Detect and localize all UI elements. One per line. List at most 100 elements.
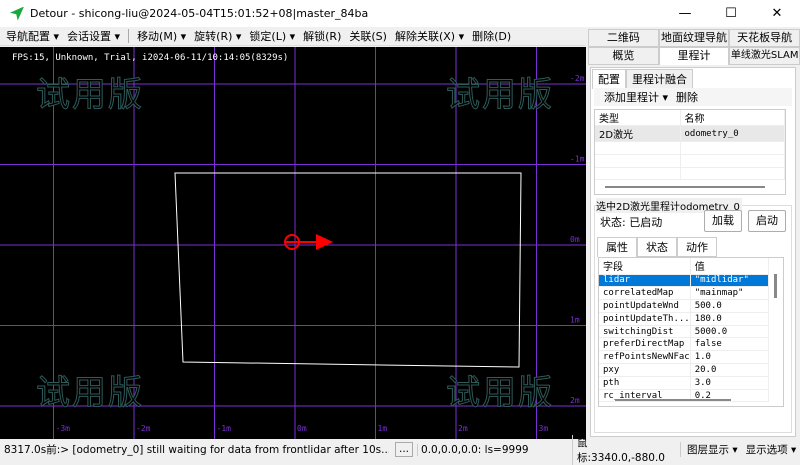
title-bar: Detour - shicong-liu@2024-05-04T15:01:52…	[0, 0, 800, 27]
col-type: 类型	[595, 110, 681, 126]
property-row[interactable]: switchingDist 5000.0	[599, 325, 770, 339]
layer-display-dropdown[interactable]: 图层显示 ▾	[680, 442, 738, 457]
y-tick-label: 1m	[570, 316, 580, 325]
menu-associate[interactable]: 关联(S)	[349, 30, 387, 43]
subtab-odom-fusion[interactable]: 里程计融合	[626, 69, 693, 89]
odometry-status: 状态: 已启动	[600, 216, 663, 229]
property-row[interactable]: pointUpdateWnd 500.0	[599, 299, 770, 313]
maximize-button[interactable]: ☐	[725, 6, 737, 21]
map-grid: -3m -2m -1m 0m 1m 2m 3m 2m 1m 0m -1m -2m	[0, 47, 586, 439]
properties-table: 字段值 lidar "midlidar" correlatedMap "mainmap…	[598, 257, 784, 407]
status-message: 8317.0s前:> [odometry_0] still waiting fo…	[4, 444, 389, 456]
tab-single-laser-slam[interactable]: 单线激光SLAM	[729, 47, 800, 65]
status-bar: 8317.0s前:> [odometry_0] still waiting fo…	[0, 434, 800, 465]
menu-unlock[interactable]: 解锁(R)	[303, 30, 342, 43]
property-row[interactable]: correlatedMap "mainmap"	[599, 286, 770, 301]
watermark: 试用版	[446, 373, 554, 414]
y-tick-label: -2m	[570, 74, 585, 83]
tab-ceiling-nav[interactable]: 天花板导航	[729, 29, 800, 47]
delete-odometry-button[interactable]: 删除	[676, 91, 699, 104]
display-options-dropdown[interactable]: 显示选项 ▾	[745, 444, 797, 456]
menu-disassociate[interactable]: 解除关联(X) ▾	[394, 30, 465, 43]
col-field: 字段	[599, 258, 691, 275]
x-tick-label: -3m	[56, 424, 71, 433]
property-value: false	[690, 337, 770, 352]
col-value: 值	[690, 258, 770, 275]
minimize-button[interactable]: —	[678, 6, 692, 21]
property-field: pointUpdateWnd	[599, 299, 691, 313]
property-value: 20.0	[690, 363, 770, 377]
close-button[interactable]: ✕	[771, 6, 783, 21]
property-value: 180.0	[690, 312, 770, 326]
property-row[interactable]: pointUpdateTh... 180.0	[599, 312, 770, 326]
property-row[interactable]: pxy 20.0	[599, 363, 770, 377]
y-tick-label: -1m	[570, 155, 585, 164]
toolbar: 导航配置 ▾ 会话设置 ▾ 移动(M) ▾ 旋转(R) ▾ 锁定(L) ▾ 解锁…	[0, 27, 586, 46]
col-name: 名称	[680, 110, 785, 126]
load-button[interactable]: 加载	[704, 210, 742, 232]
property-row[interactable]: preferDirectMap false	[599, 337, 770, 352]
property-field: pointUpdateTh...	[599, 312, 691, 326]
menu-rotate[interactable]: 旋转(R) ▾	[194, 30, 242, 43]
property-value: "mainmap"	[690, 286, 770, 301]
x-tick-label: 0m	[297, 424, 307, 433]
vertical-scrollbar[interactable]	[774, 274, 777, 298]
table-row[interactable]: 2D激光 odometry_0	[595, 125, 785, 142]
odometry-table: 类型 名称 2D激光 odometry_0	[594, 109, 786, 195]
group-title: 选中2D激光里程计odometry_0	[596, 198, 742, 213]
y-tick-label: 2m	[570, 396, 580, 405]
property-value: 1.0	[690, 350, 770, 365]
menu-lock[interactable]: 锁定(L) ▾	[249, 30, 296, 43]
cell: 2D激光	[595, 125, 681, 142]
menu-session-settings[interactable]: 会话设置 ▾	[67, 30, 121, 43]
property-row[interactable]: pth 3.0	[599, 376, 770, 390]
property-field: pth	[599, 376, 691, 390]
tab-ground-texture[interactable]: 地面纹理导航	[658, 29, 730, 47]
property-row[interactable]: lidar "midlidar"	[599, 274, 770, 288]
window-title: Detour - shicong-liu@2024-05-04T15:01:52…	[30, 7, 369, 20]
property-field: correlatedMap	[599, 286, 691, 301]
start-button[interactable]: 启动	[748, 210, 786, 232]
add-odometry-button[interactable]: 添加里程计 ▾	[604, 91, 669, 104]
mouse-coordinates: 鼠标:3340.0,-880.0	[572, 434, 672, 465]
property-value: 5000.0	[690, 325, 770, 339]
menu-move[interactable]: 移动(M) ▾	[137, 30, 187, 43]
fps-readout: FPS:15, Unknown, Trial, i2024-06-11/10:1…	[12, 53, 289, 63]
tab-properties[interactable]: 属性	[597, 237, 637, 257]
tab-overview[interactable]: 概览	[588, 47, 659, 65]
subtab-config[interactable]: 配置	[592, 69, 626, 89]
robot-heading-arrow-icon	[316, 234, 333, 250]
x-tick-label: -2m	[136, 424, 151, 433]
property-field: pxy	[599, 363, 691, 377]
watermark: 试用版	[36, 75, 144, 116]
x-tick-label: 2m	[458, 424, 468, 433]
horizontal-scrollbar[interactable]	[605, 186, 765, 188]
tab-actions[interactable]: 动作	[677, 237, 717, 257]
watermark: 试用版	[446, 75, 554, 116]
watermark: 试用版	[36, 373, 144, 414]
tab-state[interactable]: 状态	[637, 237, 677, 257]
app-logo-icon	[10, 6, 24, 21]
property-field: refPointsNewNFac	[599, 350, 691, 365]
pose-readout: 0.0,0.0,0.0: ls=9999	[417, 443, 572, 456]
property-field: preferDirectMap	[599, 337, 691, 352]
x-tick-label: 1m	[378, 424, 388, 433]
right-panel: 二维码 地面纹理导航 天花板导航 概览 里程计 单线激光SLAM 配置 里程计融…	[588, 27, 800, 439]
property-value: 500.0	[690, 299, 770, 313]
property-value: "midlidar"	[690, 274, 770, 288]
property-row[interactable]: refPointsNewNFac 1.0	[599, 350, 770, 365]
horizontal-scrollbar[interactable]	[615, 399, 731, 401]
tab-odometry[interactable]: 里程计	[658, 47, 730, 65]
map-canvas[interactable]: -3m -2m -1m 0m 1m 2m 3m 2m 1m 0m -1m -2m 试用版 试用版 试用…	[0, 47, 586, 439]
map-outline	[174, 172, 522, 368]
x-tick-label: -1m	[217, 424, 232, 433]
more-button[interactable]: ...	[395, 442, 414, 457]
property-field: switchingDist	[599, 325, 691, 339]
property-field: lidar	[599, 274, 691, 288]
tab-qrcode[interactable]: 二维码	[588, 29, 659, 47]
menu-nav-config[interactable]: 导航配置 ▾	[6, 30, 60, 43]
property-value: 3.0	[690, 376, 770, 390]
cell: odometry_0	[680, 125, 785, 142]
menu-delete[interactable]: 删除(D)	[472, 30, 512, 43]
separator	[128, 29, 130, 43]
